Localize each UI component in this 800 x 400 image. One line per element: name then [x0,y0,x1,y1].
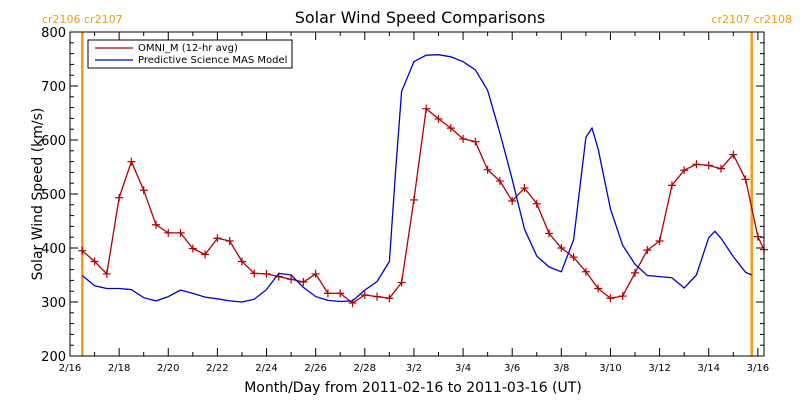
data-point-marker [545,229,554,238]
x-tick-label: 2/22 [206,363,228,374]
data-point-marker [606,294,615,303]
x-tick-label: 3/4 [455,363,471,374]
data-point-marker [336,289,345,298]
data-point-marker [520,184,529,193]
x-tick-label: 3/14 [697,363,719,374]
y-tick-label: 200 [41,350,66,365]
carrington-markers: cr2106 cr2107 cr2107 cr2108 [42,13,792,356]
data-point-marker [667,181,676,190]
data-point-marker [176,228,185,237]
series-layer [78,54,768,308]
data-point-marker [569,253,578,262]
data-point-marker [753,232,762,241]
data-point-marker [409,195,418,204]
data-point-marker [287,275,296,284]
data-point-marker [262,269,271,278]
x-tick-label: 2/28 [354,363,376,374]
data-point-marker [508,197,517,206]
data-point-marker [237,257,246,266]
x-tick-label: 2/20 [157,363,179,374]
data-point-marker [655,236,664,245]
y-tick-label: 700 [41,80,66,95]
data-point-marker [717,164,726,173]
data-point-marker [213,234,222,243]
series-mas-model [81,54,752,303]
x-axis-title: Month/Day from 2011-02-16 to 2011-03-16 … [244,380,582,396]
legend-label-mas-model: Predictive Science MAS Model [138,55,287,66]
data-point-marker [557,244,566,252]
data-point-marker [483,165,492,174]
data-point-marker [581,267,590,276]
x-tick-label: 3/2 [406,363,422,374]
data-point-marker [323,289,332,298]
data-point-marker [446,124,455,133]
data-point-marker [729,150,738,159]
data-point-marker [127,157,136,166]
data-point-marker [188,244,197,253]
y-axis-title: Solar Wind Speed (km/s) [30,108,46,281]
legend-label-omni: OMNI_M (12-hr avg) [138,43,238,54]
data-point-marker [299,278,308,287]
data-point-marker [102,269,111,278]
carrington-rotation-label: cr2107 cr2108 [711,13,792,26]
data-point-marker [360,290,369,299]
legend: OMNI_M (12-hr avg) Predictive Science MA… [87,39,293,69]
x-tick-label: 2/24 [255,363,277,374]
data-point-marker [692,160,701,169]
data-point-marker [643,246,652,255]
y-tick-label: 600 [41,134,66,149]
data-point-marker [618,292,627,301]
y-tick-label: 300 [41,296,66,311]
data-point-marker [631,268,640,277]
data-point-marker [495,177,504,186]
data-point-marker [139,186,148,195]
x-tick-label: 3/10 [599,363,621,374]
data-point-marker [532,199,541,208]
data-point-marker [164,228,173,237]
x-tick-label: 3/6 [504,363,520,374]
data-point-marker [225,236,234,245]
chart-title: Solar Wind Speed Comparisons [295,8,546,27]
x-tick-label: 3/8 [553,363,569,374]
data-point-marker [311,269,320,278]
legend-box [87,39,293,69]
data-point-marker [115,193,124,202]
axes: 200 300 400 500 600 700 800 2/16 2/18 2/20 2/22 2/2… [41,26,769,374]
data-point-marker [90,257,99,266]
x-tick-label: 3/12 [648,363,670,374]
series-omni [78,104,768,308]
x-tick-label: 2/18 [108,363,130,374]
data-point-marker [201,250,210,259]
carrington-rotation-label: cr2106 cr2107 [42,13,123,26]
data-point-marker [704,161,713,170]
data-point-marker [250,269,259,278]
data-point-marker [397,278,406,287]
data-point-marker [385,294,394,303]
data-point-marker [741,175,750,184]
data-point-marker [594,284,603,293]
x-tick-label: 2/16 [59,363,81,374]
data-point-marker [434,114,443,123]
y-tick-label: 500 [41,188,66,203]
data-point-marker [151,220,160,229]
x-tick-label: 2/26 [304,363,326,374]
data-point-marker [422,104,431,113]
y-tick-label: 400 [41,242,66,257]
data-point-marker [373,292,382,301]
series-line [81,54,752,303]
data-point-marker [471,137,480,146]
x-tick-label: 3/16 [747,363,769,374]
y-tick-label: 800 [41,26,66,41]
data-point-marker [680,166,689,175]
data-point-marker [459,134,468,143]
data-point-marker [78,246,87,255]
